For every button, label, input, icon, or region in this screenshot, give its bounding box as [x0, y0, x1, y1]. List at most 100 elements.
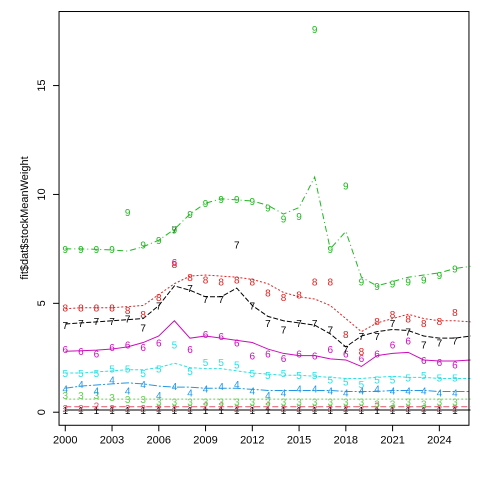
series-8-observation: 8 [452, 308, 458, 319]
series-1-observation: 1 [312, 406, 318, 417]
series-1-observation: 1 [296, 406, 302, 417]
series-2-observation: 2 [172, 404, 178, 415]
series-7-observation: 7 [359, 332, 365, 343]
series-4-observation: 4 [405, 386, 411, 397]
series-6-observation: 6 [140, 343, 146, 354]
series-5-observation: 5 [234, 360, 240, 371]
series-9-observation: 9 [405, 278, 411, 289]
series-6-observation: 6 [390, 341, 396, 352]
series-5-observation: 5 [109, 365, 115, 376]
series-3-observation: 3 [94, 391, 100, 402]
series-5-observation: 5 [187, 367, 193, 378]
series-3-observation: 3 [437, 397, 443, 408]
series-1-observation: 1 [172, 406, 178, 417]
series-6-observation: 6 [327, 345, 333, 356]
series-4-fitted-line [65, 382, 471, 393]
series-1-observation: 1 [203, 406, 209, 417]
series-6-observation: 6 [452, 360, 458, 371]
y-tick-label: 0 [36, 409, 48, 415]
series-3-observation: 3 [312, 397, 318, 408]
series-7-observation: 7 [125, 315, 131, 326]
series-8-fitted-line [65, 274, 471, 333]
series-6-observation: 6 [203, 330, 209, 341]
series-1-observation: 1 [187, 406, 193, 417]
series-8-observation: 8 [265, 288, 271, 299]
series-8-observation: 8 [437, 317, 443, 328]
series-1-observation: 1 [218, 406, 224, 417]
series-8-observation: 8 [343, 330, 349, 341]
series-3-observation: 3 [187, 397, 193, 408]
series-4-observation: 4 [109, 376, 115, 387]
series-7-observation: 7 [156, 302, 162, 313]
series-8-observation: 8 [140, 310, 146, 321]
series-3-observation: 3 [125, 395, 131, 406]
series-6-observation: 6 [374, 349, 380, 360]
series-6-observation: 6 [62, 345, 68, 356]
x-tick-label: 2018 [334, 434, 358, 446]
series-9-observation: 9 [281, 214, 287, 225]
series-9-observation: 9 [94, 245, 100, 256]
series-2-observation: 2 [312, 404, 318, 415]
series-6-observation: 6 [172, 258, 178, 269]
series-1-observation: 1 [327, 406, 333, 417]
series-6-observation: 6 [250, 352, 256, 363]
series-3-observation: 3 [343, 397, 349, 408]
series-3-observation: 3 [234, 397, 240, 408]
series-8-observation: 8 [296, 291, 302, 302]
series-4-observation: 4 [265, 391, 271, 402]
series-9-observation: 9 [421, 275, 427, 286]
series-2-observation: 2 [218, 402, 224, 413]
y-axis: 0 5 10 15 [36, 79, 60, 415]
series-8-observation: 8 [374, 317, 380, 328]
series-8-observation: 8 [250, 278, 256, 289]
series-5-fitted-line [65, 362, 471, 379]
series-7-observation: 7 [374, 332, 380, 343]
series-5-observation: 5 [140, 369, 146, 380]
series-9-observation: 9 [265, 204, 271, 215]
series-9-observation: 9 [234, 195, 240, 206]
series-8-observation: 8 [172, 260, 178, 271]
series-3-observation: 3 [62, 391, 68, 402]
series-8-observation: 8 [359, 347, 365, 358]
series-4-observation: 4 [156, 391, 162, 402]
series-1-observation: 1 [250, 406, 256, 417]
series-layer: 1 1 1 1 1 1 1 1 1 1 1 1 1 1 1 1 1 1 1 1 1 1 1 1 1 12 2 2 2 2 2 2 2 2 2 2 2 2 2… [62, 25, 471, 417]
x-tick-label: 2015 [287, 434, 311, 446]
series-7-observation: 7 [343, 345, 349, 356]
series-1-observation: 1 [125, 406, 131, 417]
plot-frame [58, 11, 470, 426]
series-5-observation: 5 [172, 341, 178, 352]
series-1-observation: 1 [281, 406, 287, 417]
series-1-observation: 1 [437, 406, 443, 417]
series-5-observation: 5 [374, 376, 380, 387]
series-9-observation: 9 [437, 271, 443, 282]
series-5-observation: 5 [343, 378, 349, 389]
series-1-observation: 1 [421, 406, 427, 417]
series-8-observation: 8 [218, 278, 224, 289]
series-8-observation: 8 [390, 310, 396, 321]
series-7-observation: 7 [265, 319, 271, 330]
series-5-observation: 5 [218, 358, 224, 369]
series-9-observation: 9 [203, 199, 209, 210]
series-6-observation: 6 [421, 356, 427, 367]
series-5-observation: 5 [421, 371, 427, 382]
series-4-observation: 4 [390, 386, 396, 397]
series-5-observation: 5 [94, 369, 100, 380]
series-7-observation: 7 [78, 319, 84, 330]
series-4-observation: 4 [359, 386, 365, 397]
series-7-observation: 7 [172, 225, 178, 236]
series-8-observation: 8 [203, 275, 209, 286]
series-1-observation: 1 [265, 406, 271, 417]
series-6-observation: 6 [187, 345, 193, 356]
series-4-observation: 4 [218, 382, 224, 393]
series-3-observation: 3 [390, 400, 396, 411]
y-tick-label: 15 [36, 79, 48, 91]
series-3-observation: 3 [78, 391, 84, 402]
series-7-observation: 7 [405, 328, 411, 339]
series-9-observation: 9 [140, 241, 146, 252]
series-8-observation: 8 [281, 293, 287, 304]
series-1-observation: 1 [343, 406, 349, 417]
